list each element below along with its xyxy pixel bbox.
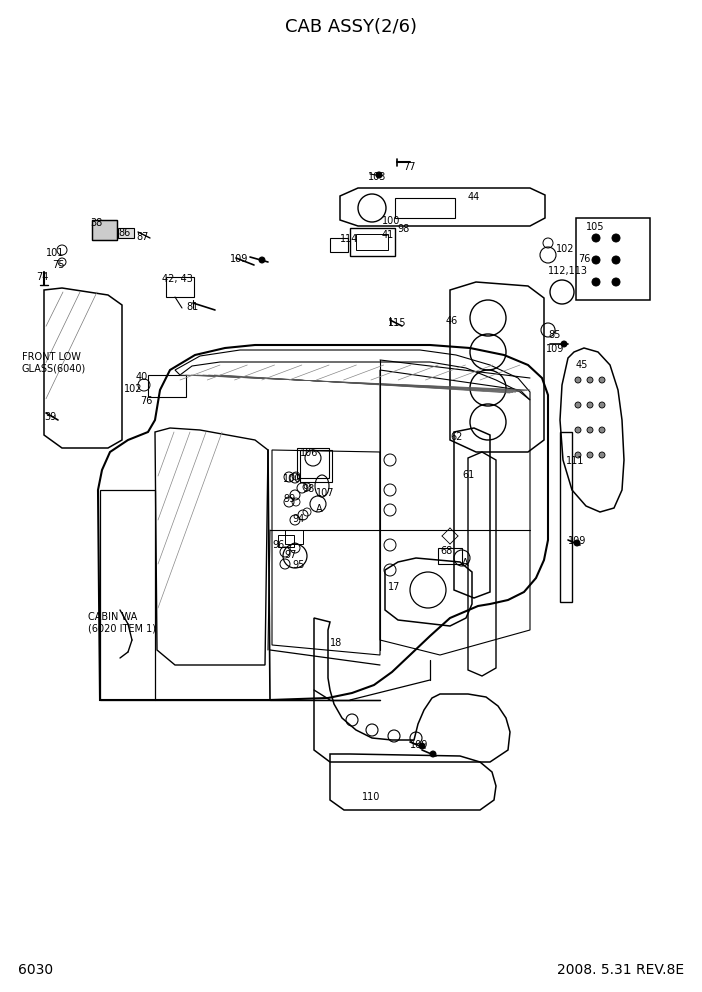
Text: 101: 101 <box>46 248 65 258</box>
Text: 102: 102 <box>124 384 143 394</box>
Text: 86: 86 <box>118 228 131 238</box>
Circle shape <box>599 427 605 433</box>
Bar <box>118 228 134 238</box>
Text: 109: 109 <box>568 536 586 546</box>
Text: 106: 106 <box>300 448 319 458</box>
Text: 97: 97 <box>284 550 296 560</box>
Text: 95: 95 <box>292 560 305 570</box>
Bar <box>278 535 294 547</box>
Bar <box>438 548 462 564</box>
Text: 39: 39 <box>44 412 56 422</box>
Text: 98: 98 <box>302 484 314 494</box>
Text: 103: 103 <box>368 172 386 182</box>
Text: 76: 76 <box>140 396 152 406</box>
Text: CABIN WA
(6020 ITEM 1): CABIN WA (6020 ITEM 1) <box>88 612 156 634</box>
Bar <box>166 277 194 297</box>
Circle shape <box>430 751 436 757</box>
Text: 109: 109 <box>230 254 249 264</box>
Text: 40: 40 <box>136 372 148 382</box>
Text: 102: 102 <box>556 244 574 254</box>
Text: 81: 81 <box>186 302 198 312</box>
Text: 62: 62 <box>450 432 463 442</box>
Circle shape <box>575 452 581 458</box>
Bar <box>350 228 395 256</box>
Text: 75: 75 <box>52 260 65 270</box>
Bar <box>92 220 117 240</box>
Text: 105: 105 <box>586 222 604 232</box>
Circle shape <box>599 377 605 383</box>
Text: 61: 61 <box>462 470 475 480</box>
Circle shape <box>612 278 620 286</box>
Text: 109: 109 <box>546 344 564 354</box>
Text: 111: 111 <box>566 456 584 466</box>
Circle shape <box>575 427 581 433</box>
Text: 45: 45 <box>576 360 588 370</box>
Circle shape <box>587 377 593 383</box>
Text: 44: 44 <box>468 192 480 202</box>
Bar <box>330 238 348 252</box>
Text: 87: 87 <box>136 232 148 242</box>
Text: 46: 46 <box>446 316 458 326</box>
Text: 42, 43: 42, 43 <box>162 274 193 284</box>
Text: 96: 96 <box>272 540 284 550</box>
Text: 38: 38 <box>90 218 102 228</box>
Circle shape <box>419 743 425 749</box>
Text: 17: 17 <box>388 582 400 592</box>
Text: A: A <box>462 558 469 568</box>
Text: 6030: 6030 <box>18 963 53 977</box>
Text: 68: 68 <box>440 546 452 556</box>
Circle shape <box>599 452 605 458</box>
Text: 112,113: 112,113 <box>548 266 588 276</box>
Circle shape <box>561 341 567 347</box>
Text: 110: 110 <box>362 792 380 802</box>
Bar <box>285 530 303 544</box>
Circle shape <box>612 256 620 264</box>
Text: 107: 107 <box>316 488 334 498</box>
Bar <box>395 198 455 218</box>
Text: 115: 115 <box>388 318 406 328</box>
Bar <box>560 432 572 602</box>
Circle shape <box>259 257 265 263</box>
Circle shape <box>587 452 593 458</box>
Circle shape <box>612 234 620 242</box>
Text: 109: 109 <box>410 740 428 750</box>
Text: 77: 77 <box>403 162 416 172</box>
Text: 85: 85 <box>548 330 560 340</box>
Text: 18: 18 <box>330 638 343 648</box>
Circle shape <box>575 402 581 408</box>
Circle shape <box>376 172 382 178</box>
Bar <box>300 450 332 482</box>
Bar <box>356 234 388 250</box>
Circle shape <box>587 427 593 433</box>
Text: FRONT LOW
GLASS(6040): FRONT LOW GLASS(6040) <box>22 352 86 374</box>
Text: A: A <box>316 504 323 514</box>
Circle shape <box>574 540 580 546</box>
Circle shape <box>592 234 600 242</box>
Text: 100: 100 <box>283 474 301 484</box>
Text: 98: 98 <box>397 224 409 234</box>
Bar <box>576 218 650 300</box>
Text: 74: 74 <box>36 272 48 282</box>
Circle shape <box>587 402 593 408</box>
Circle shape <box>592 256 600 264</box>
Bar <box>297 448 329 478</box>
Text: 100: 100 <box>382 216 400 226</box>
Text: CAB ASSY(2/6): CAB ASSY(2/6) <box>285 18 417 36</box>
Text: 94: 94 <box>292 514 304 524</box>
Circle shape <box>599 402 605 408</box>
Text: 76: 76 <box>578 254 590 264</box>
Text: 99: 99 <box>283 494 296 504</box>
Circle shape <box>575 377 581 383</box>
Circle shape <box>592 278 600 286</box>
Bar <box>92 220 117 240</box>
Text: 2008. 5.31 REV.8E: 2008. 5.31 REV.8E <box>557 963 684 977</box>
Bar <box>148 375 186 397</box>
Text: 114: 114 <box>340 234 359 244</box>
Text: 41: 41 <box>382 230 395 240</box>
